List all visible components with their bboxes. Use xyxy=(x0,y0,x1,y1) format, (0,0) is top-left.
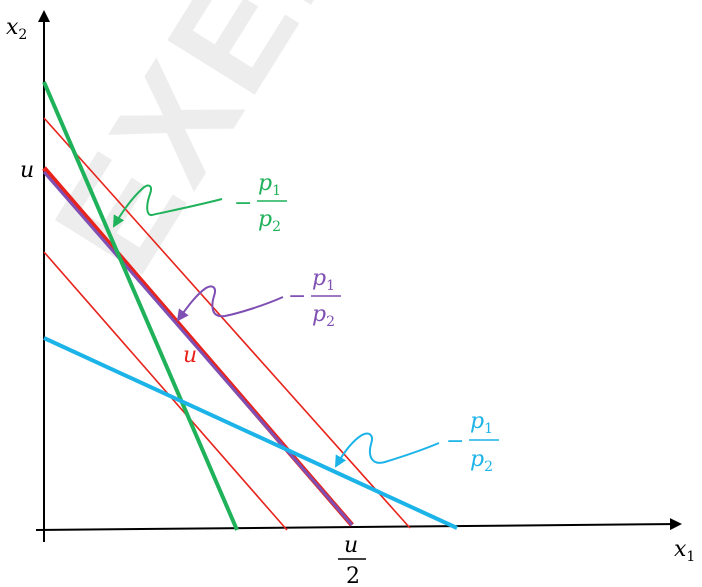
blue-line xyxy=(43,336,458,530)
red-line-lower xyxy=(43,251,288,531)
svg-text:p2: p2 xyxy=(258,207,281,235)
svg-text:−: − xyxy=(234,191,252,216)
green-slope-label: − p1 p2 xyxy=(234,171,287,235)
purple-slope-label: − p1 p2 xyxy=(288,266,341,330)
svg-text:p1: p1 xyxy=(470,409,493,437)
svg-text:−: − xyxy=(288,284,306,309)
svg-text:p2: p2 xyxy=(470,447,493,475)
blue-arrow xyxy=(335,432,440,468)
svg-text:−: − xyxy=(446,429,464,454)
red-line-upper xyxy=(43,117,411,529)
svg-text:p1: p1 xyxy=(312,266,335,294)
green-arrow xyxy=(113,184,223,228)
x-axis-label: x1 xyxy=(674,537,695,565)
blue-slope-label: − p1 p2 xyxy=(446,409,499,475)
y-intercept-label: u xyxy=(20,158,34,183)
purple-arrow xyxy=(176,285,284,322)
purple-line xyxy=(42,171,354,526)
svg-text:p1: p1 xyxy=(258,171,281,199)
indifference-label: u xyxy=(183,343,197,368)
x-axis xyxy=(35,518,682,531)
x-tick-label: u 2 xyxy=(338,533,366,587)
y-axis-label: x2 xyxy=(6,15,27,43)
svg-text:2: 2 xyxy=(346,564,360,587)
svg-text:p2: p2 xyxy=(312,302,335,330)
green-line xyxy=(42,81,239,531)
svg-text:u: u xyxy=(344,533,358,558)
